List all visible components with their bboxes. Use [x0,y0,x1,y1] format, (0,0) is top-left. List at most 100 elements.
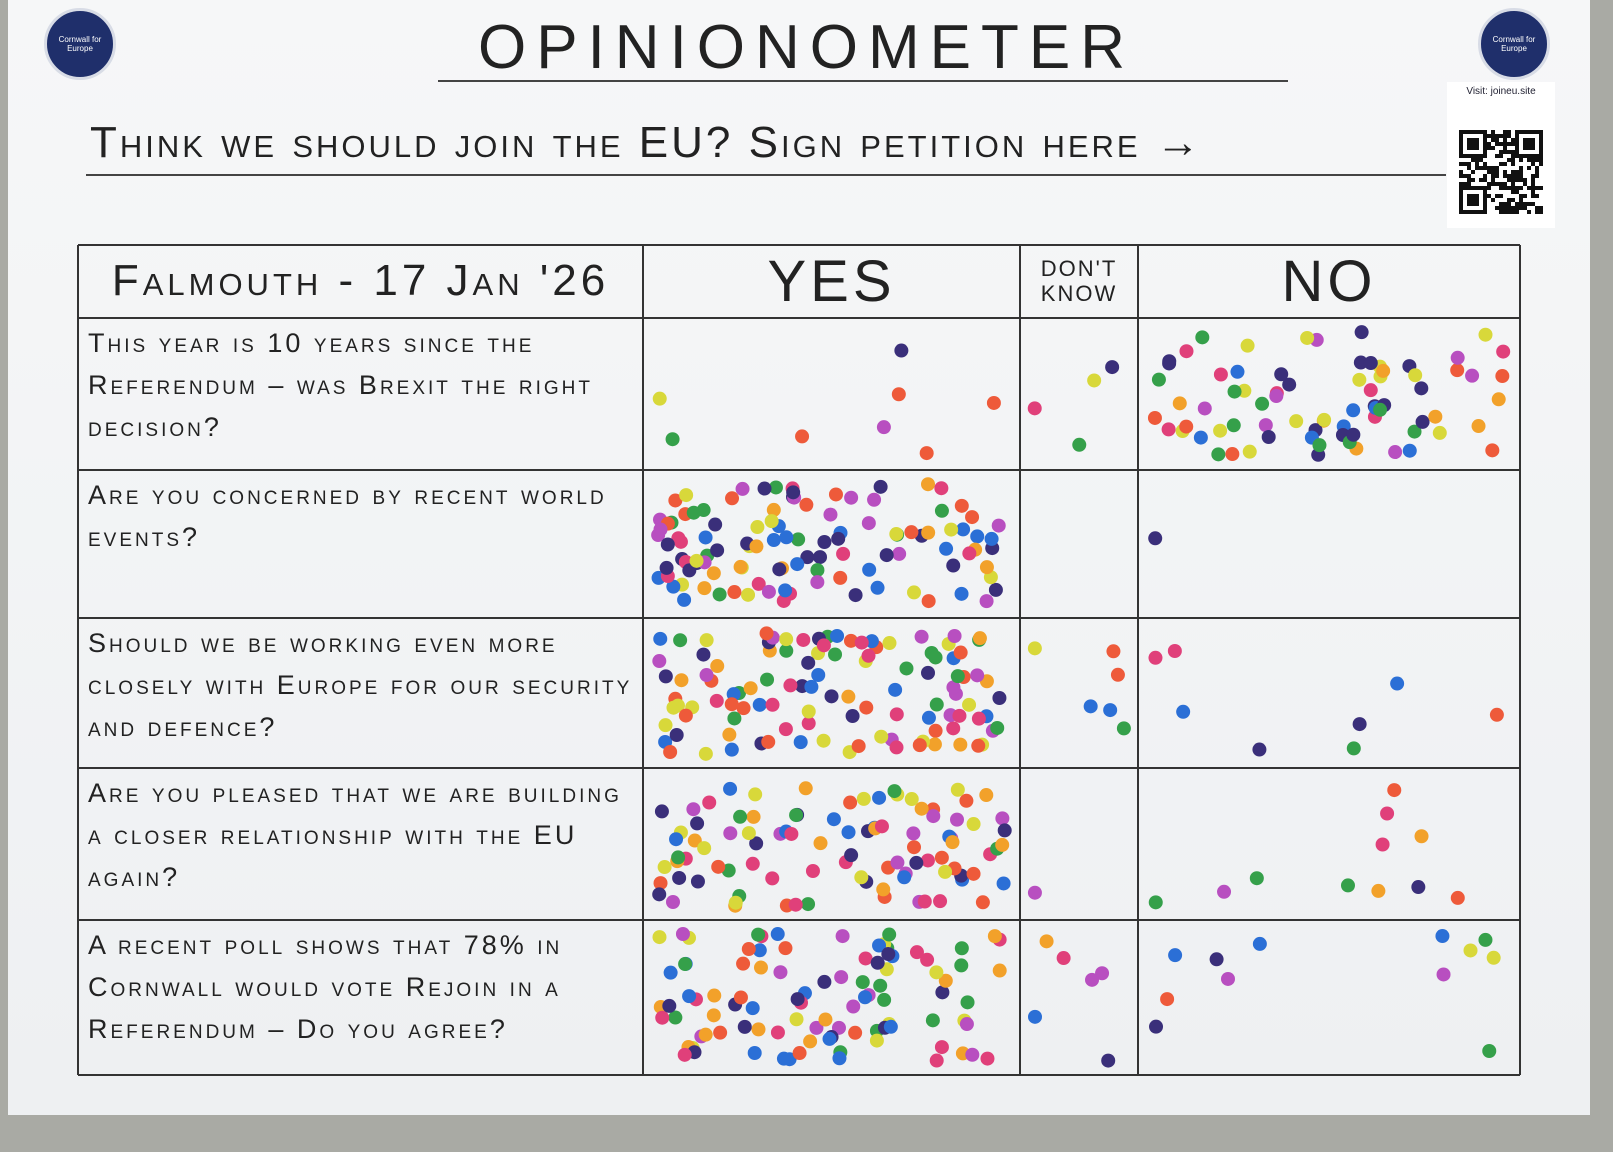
qr-module [1539,162,1543,166]
vote-dot [841,689,856,704]
vote-dot [776,593,791,608]
vote-dot [1225,447,1240,462]
vote-dot [761,584,776,599]
vote-dot [1463,943,1478,958]
vote-dot [966,817,981,832]
qr-module [1487,182,1491,186]
qr-module [1491,166,1495,170]
qr-module [1471,178,1475,182]
vote-dot [1465,368,1480,383]
vote-dot [1148,531,1163,546]
qr-module [1499,142,1503,146]
qr-module [1507,174,1511,178]
vote-dot [899,661,914,676]
qr-module [1511,170,1515,174]
qr-module [1467,166,1471,170]
qr-module [1479,186,1483,190]
qr-module [1475,162,1479,166]
vote-dot [725,491,740,506]
qr-module [1459,182,1463,186]
vote-dot [938,973,953,988]
vote-dot [653,631,668,646]
vote-dot [836,546,851,561]
vote-dot [909,945,924,960]
qr-module [1487,146,1491,150]
qr-module [1483,138,1487,142]
vote-dot [846,999,861,1014]
vote-dot [709,693,724,708]
vote-dot [678,708,693,723]
qr-module [1539,210,1543,214]
vote-dot [995,837,1010,852]
qr-module [1483,198,1487,202]
vote-dot [817,974,832,989]
vote-dot [835,929,850,944]
vote-dot [874,819,889,834]
vote-dot [663,744,678,759]
qr-module [1511,174,1515,178]
qr-module [1483,142,1487,146]
qr-module [1499,186,1503,190]
qr-module [1479,166,1483,170]
vote-dot [867,492,882,507]
qr-module [1539,142,1543,146]
vote-dot [889,527,904,542]
vote-dot [722,727,737,742]
vote-dot [934,481,949,496]
vote-dot [1103,703,1118,718]
qr-module [1495,166,1499,170]
vote-dot [675,927,690,942]
vote-dot [790,992,805,1007]
vote-dot [666,579,681,594]
vote-dot [877,992,892,1007]
vote-dot [1197,401,1212,416]
vote-dot [894,343,909,358]
vote-dot [881,947,896,962]
vote-dot [662,998,677,1013]
qr-module [1535,130,1539,134]
vote-dot [947,628,962,643]
vote-dot [671,531,686,546]
qr-module [1491,130,1495,134]
vote-dot [749,539,764,554]
vote-dot [843,633,858,648]
qr-module [1499,194,1503,198]
qr-module [1467,142,1471,146]
vote-dot [854,635,869,650]
qr-module [1463,182,1467,186]
qr-module [1515,138,1519,142]
vote-dot [950,782,965,797]
vote-dot [672,870,687,885]
qr-module [1483,130,1487,134]
vote-dot [1478,932,1493,947]
vote-dot [779,530,794,545]
qr-module [1499,154,1503,158]
vote-dot [652,887,667,902]
vote-dot [907,840,922,855]
qr-module [1539,154,1543,158]
vote-dot [934,503,949,518]
vote-dot [971,711,986,726]
vote-dot [990,720,1005,735]
qr-module [1531,202,1535,206]
vote-dot [1486,950,1501,965]
vote-dot [904,525,919,540]
vote-dot [751,1022,766,1037]
vote-dot [944,522,959,537]
qr-module [1499,162,1503,166]
qr-module [1475,194,1479,198]
vote-dot [798,781,813,796]
qr-module [1523,142,1527,146]
vote-dot [1387,783,1402,798]
vote-dot [851,739,866,754]
qr-code: Visit: joineu.site [1447,82,1555,228]
vote-dot [757,481,772,496]
vote-dot [686,802,701,817]
vote-dot [1353,355,1368,370]
vote-dot [801,704,816,719]
qr-module [1495,170,1499,174]
vote-dot [1289,414,1304,429]
vote-dot [954,586,969,601]
vote-dot [1363,383,1378,398]
vote-dot [698,530,713,545]
